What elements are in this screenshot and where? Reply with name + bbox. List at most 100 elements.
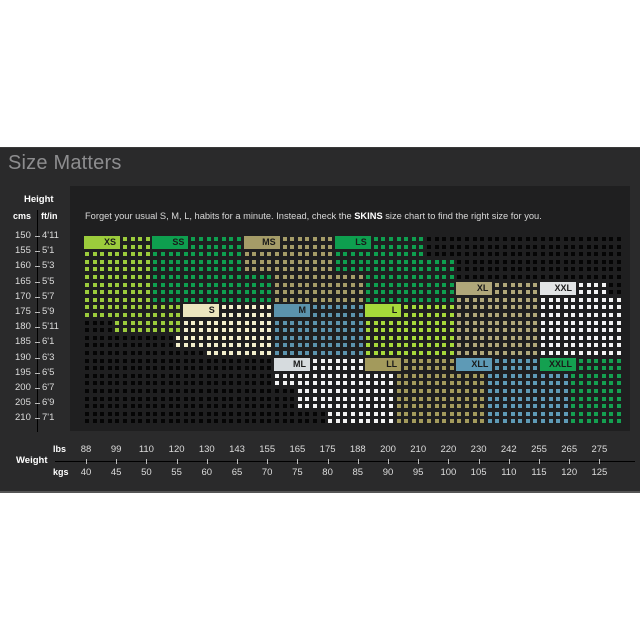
size-dot-ss bbox=[183, 275, 188, 279]
size-dot-ml bbox=[275, 373, 279, 378]
empty-dot bbox=[168, 396, 173, 401]
size-dot-ms bbox=[290, 267, 295, 272]
empty-dot bbox=[548, 252, 553, 257]
size-dot-ml bbox=[358, 411, 363, 416]
empty-dot bbox=[525, 267, 530, 272]
empty-dot bbox=[153, 396, 158, 401]
size-dot-ss bbox=[183, 252, 188, 257]
size-dot-l bbox=[404, 351, 409, 355]
empty-dot bbox=[92, 343, 97, 348]
size-dot-ss bbox=[176, 282, 181, 287]
empty-dot bbox=[480, 267, 485, 272]
size-dot-xxl bbox=[541, 305, 545, 310]
empty-dot bbox=[533, 252, 538, 257]
size-dot-s bbox=[191, 343, 196, 348]
empty-dot bbox=[123, 389, 127, 393]
size-dot-xxl bbox=[579, 305, 583, 310]
size-dot-ls bbox=[411, 297, 416, 302]
size-dot-xxl bbox=[617, 351, 621, 355]
empty-dot bbox=[518, 244, 523, 249]
size-dot-ll bbox=[419, 366, 424, 371]
weight-kgs: 45 bbox=[110, 467, 122, 478]
size-dot-m bbox=[320, 328, 325, 333]
size-dot-ss bbox=[221, 290, 226, 295]
empty-dot bbox=[548, 275, 553, 279]
empty-dot bbox=[176, 419, 181, 424]
size-dot-xl bbox=[510, 282, 515, 287]
size-dot-ms bbox=[313, 252, 317, 257]
empty-dot bbox=[161, 419, 165, 424]
empty-dot bbox=[130, 343, 135, 348]
empty-dot bbox=[457, 259, 462, 264]
size-dot-s bbox=[229, 343, 234, 348]
size-dot-xl bbox=[518, 282, 523, 287]
size-dot-xxll bbox=[594, 389, 599, 393]
empty-dot bbox=[229, 404, 234, 409]
weight-tick bbox=[327, 459, 329, 464]
size-dot-ml bbox=[389, 373, 393, 378]
size-dot-s bbox=[229, 320, 234, 325]
size-dot-ss bbox=[168, 275, 173, 279]
size-dot-xll bbox=[518, 373, 523, 378]
size-dot-m bbox=[343, 313, 348, 317]
empty-dot bbox=[503, 275, 507, 279]
size-dot-ll bbox=[427, 411, 431, 416]
size-dot-l bbox=[366, 335, 371, 340]
empty-dot bbox=[244, 358, 249, 363]
size-dot-xxl bbox=[541, 320, 545, 325]
size-dot-xs bbox=[123, 290, 127, 295]
size-dot-xs bbox=[145, 328, 150, 333]
empty-dot bbox=[601, 252, 606, 257]
size-dot-ml bbox=[328, 381, 333, 386]
size-dot-s bbox=[206, 328, 211, 333]
size-dot-xl bbox=[518, 320, 523, 325]
size-dot-ss bbox=[221, 297, 226, 302]
size-dot-xll bbox=[541, 381, 545, 386]
size-dot-ss bbox=[206, 290, 211, 295]
empty-dot bbox=[153, 411, 158, 416]
size-dot-ml bbox=[389, 419, 393, 424]
size-dot-ss bbox=[244, 290, 249, 295]
empty-dot bbox=[601, 259, 606, 264]
size-dot-l bbox=[389, 343, 393, 348]
empty-dot bbox=[480, 237, 485, 241]
size-dot-l bbox=[366, 351, 371, 355]
empty-dot bbox=[153, 343, 158, 348]
empty-dot bbox=[92, 335, 97, 340]
size-dot-m bbox=[305, 351, 310, 355]
size-dot-xxll bbox=[579, 381, 583, 386]
size-dot-xs bbox=[168, 320, 173, 325]
size-dot-m bbox=[297, 343, 302, 348]
empty-dot bbox=[594, 267, 599, 272]
empty-dot bbox=[586, 275, 591, 279]
size-dot-xxl bbox=[563, 343, 568, 348]
size-dot-ms bbox=[297, 275, 302, 279]
weight-label: Weight bbox=[16, 455, 48, 466]
empty-dot bbox=[100, 366, 105, 371]
size-dot-s bbox=[221, 328, 226, 333]
size-dot-l bbox=[434, 305, 439, 310]
size-dot-xxll bbox=[586, 358, 591, 363]
size-dot-s bbox=[259, 343, 264, 348]
size-dot-ms bbox=[282, 275, 287, 279]
size-dot-ls bbox=[373, 259, 378, 264]
size-dot-ml bbox=[320, 389, 325, 393]
size-dot-xxl bbox=[571, 343, 576, 348]
size-dot-ss bbox=[221, 282, 226, 287]
size-dot-m bbox=[335, 335, 340, 340]
size-dot-xxl bbox=[594, 343, 599, 348]
size-dot-xs bbox=[176, 328, 181, 333]
size-dot-ss bbox=[161, 267, 165, 272]
size-dot-xll bbox=[518, 358, 523, 363]
size-dot-ms bbox=[282, 282, 287, 287]
size-dot-m bbox=[275, 335, 279, 340]
ftin-unit: ft/in bbox=[41, 211, 58, 221]
size-dot-ls bbox=[366, 259, 371, 264]
size-dot-ll bbox=[434, 404, 439, 409]
size-dot-xs bbox=[115, 328, 120, 333]
empty-dot bbox=[237, 366, 241, 371]
size-dot-xl bbox=[518, 328, 523, 333]
size-dot-ml bbox=[366, 381, 371, 386]
size-dot-ss bbox=[176, 267, 181, 272]
empty-dot bbox=[290, 396, 295, 401]
